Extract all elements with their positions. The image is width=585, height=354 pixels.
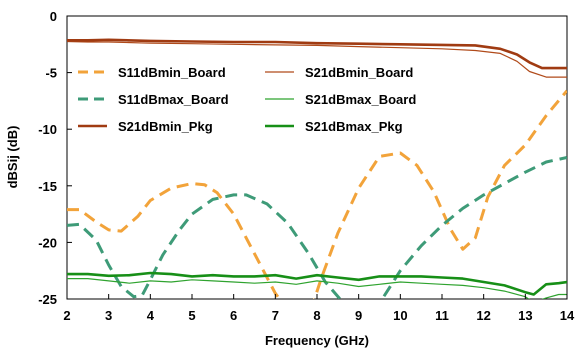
x-tick-label: 14 [560,308,575,323]
legend-label-s21dbmin-board: S21dBmin_Board [305,65,413,80]
x-tick-label: 10 [393,308,407,323]
x-tick-label: 9 [355,308,362,323]
x-tick-label: 2 [63,308,70,323]
y-tick-label: -20 [38,235,57,250]
legend: S11dBmin_Board S21dBmin_Board S11dBmax_Boa… [78,65,416,134]
y-tick-label: -25 [38,292,57,307]
x-tick-label: 6 [230,308,237,323]
x-axis-title: Frequency (GHz) [265,333,369,348]
x-tick-label: 3 [105,308,112,323]
x-tick-label: 7 [272,308,279,323]
legend-label-s21dbmin-pkg: S21dBmin_Pkg [118,119,213,134]
x-tick-label: 11 [435,308,449,323]
axis-layer: 2 3 4 5 6 7 8 9 10 11 12 13 14 0 -5 -10 -15 -20 -25 [38,9,575,323]
x-tick-label: 13 [518,308,532,323]
series-line-s21dbmin-pkg [67,38,567,70]
series-layer [67,38,567,299]
series-line-s11dbmin-board [67,182,282,299]
legend-label-s21dbmax-pkg: S21dBmax_Pkg [305,119,403,134]
y-tick-label: -10 [38,122,57,137]
series-line-s21dbmax-board [67,278,567,299]
x-tick-label: 5 [188,308,195,323]
series-line-s21dbmin-board [67,40,567,78]
series-line-s21dbmax-pkg [67,271,567,296]
series-line-s11dbmax-board [379,156,567,299]
legend-label-s11dbmin-board: S11dBmin_Board [118,65,226,80]
y-tick-label: 0 [50,9,57,24]
legend-label-s21dbmax-board: S21dBmax_Board [305,92,416,107]
y-axis-title: dBSij (dB) [5,126,20,189]
series-line-s11dbmin-board [312,89,567,299]
legend-label-s11dbmax-board: S11dBmax_Board [118,92,229,107]
plot-area [66,15,568,300]
x-tick-label: 12 [476,308,490,323]
x-tick-label: 4 [147,308,155,323]
y-tick-label: -15 [38,179,57,194]
y-tick-label: -5 [45,66,57,81]
x-tick-label: 8 [313,308,320,323]
series-line-s11dbmax-board [67,193,342,299]
